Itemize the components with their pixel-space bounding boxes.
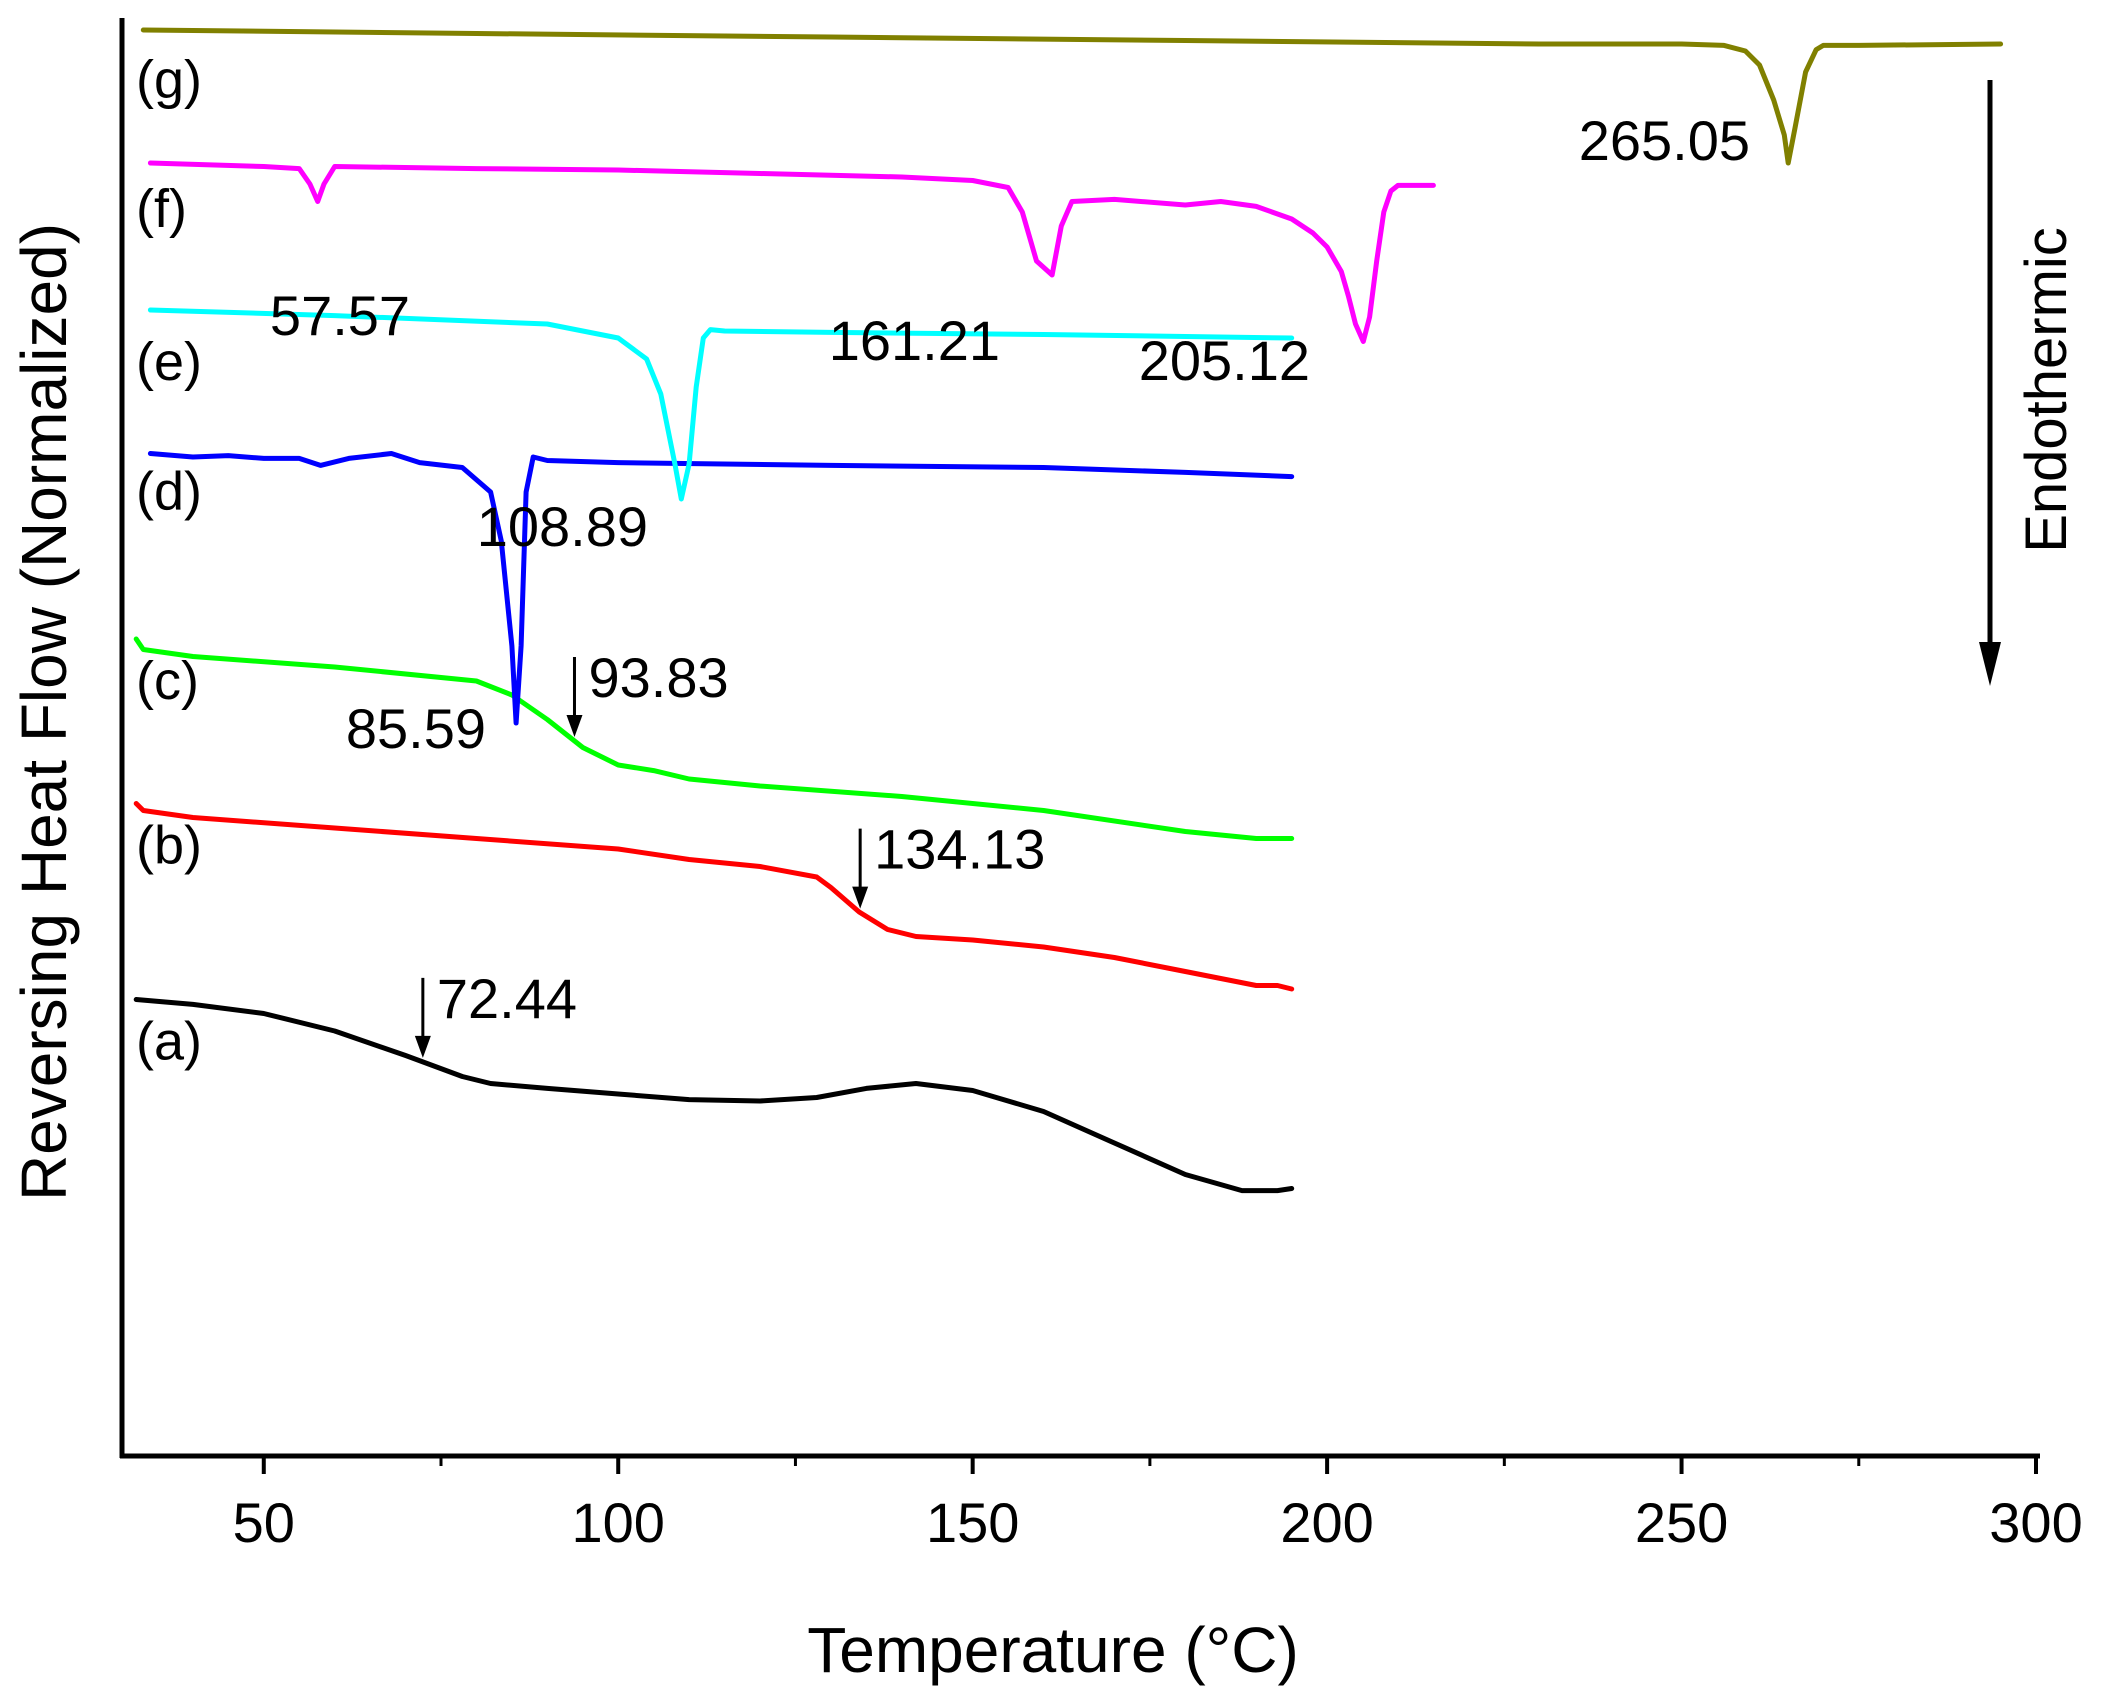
transition-label-c: 93.83: [588, 646, 728, 709]
transition-arrowhead-c: [566, 714, 583, 737]
curve-label-a: (a): [136, 1012, 202, 1072]
curve-label-c: (c): [136, 651, 199, 711]
series-layer: [133, 27, 2004, 1194]
x-tick-label: 250: [1635, 1491, 1728, 1554]
endothermic-indicator: Endothermic: [1979, 80, 2079, 686]
transition-label-b: 134.13: [874, 818, 1045, 881]
curve-label-f: (f): [136, 179, 187, 239]
x-tick-label: 200: [1280, 1491, 1373, 1554]
series-b: [133, 801, 1295, 992]
series-line-a: [133, 997, 1295, 1194]
peak-label-g: 265.05: [1579, 109, 1750, 172]
annotation-layer: (a) 72.44 (b) 134.13 (c) 93.83 (d) 85.59 (e) 108.…: [136, 50, 1750, 1072]
curve-label-e: (e): [136, 332, 202, 392]
series-line-f: [147, 160, 1436, 344]
series-line-g: [140, 27, 2004, 166]
series-line-e: [147, 307, 1295, 502]
series-e: [147, 307, 1295, 502]
transition-label-a: 72.44: [437, 967, 577, 1030]
x-tick-label: 300: [1989, 1491, 2082, 1554]
transition-arrowhead-b: [852, 886, 869, 909]
x-tick-label: 150: [926, 1491, 1019, 1554]
series-g: [140, 27, 2004, 166]
x-ticks: 50 100 150 200 250 300: [233, 1456, 2083, 1554]
peak-label-e: 108.89: [477, 495, 648, 558]
series-f: [147, 160, 1436, 344]
curve-label-d: (d): [136, 462, 202, 522]
peak-label-f: 205.12: [1139, 329, 1310, 392]
series-c: [133, 636, 1295, 841]
series-line-b: [133, 801, 1295, 992]
x-tick-label: 100: [572, 1491, 665, 1554]
peak-label-d: 85.59: [346, 697, 486, 760]
y-axis-title: Reversing Heat Flow (Normalized): [8, 223, 80, 1201]
peak-label-f: 57.57: [270, 284, 410, 347]
series-a: [133, 997, 1295, 1194]
peak-label-f: 161.21: [829, 309, 1000, 372]
curve-label-b: (b): [136, 816, 202, 876]
x-tick-label: 50: [233, 1491, 295, 1554]
series-line-c: [133, 636, 1295, 841]
transition-arrowhead-a: [414, 1035, 431, 1058]
curve-label-g: (g): [136, 50, 202, 110]
endothermic-arrow-head: [1979, 642, 2001, 686]
x-axis-title: Temperature (°C): [807, 1614, 1299, 1686]
endothermic-label: Endothermic: [2014, 227, 2079, 553]
